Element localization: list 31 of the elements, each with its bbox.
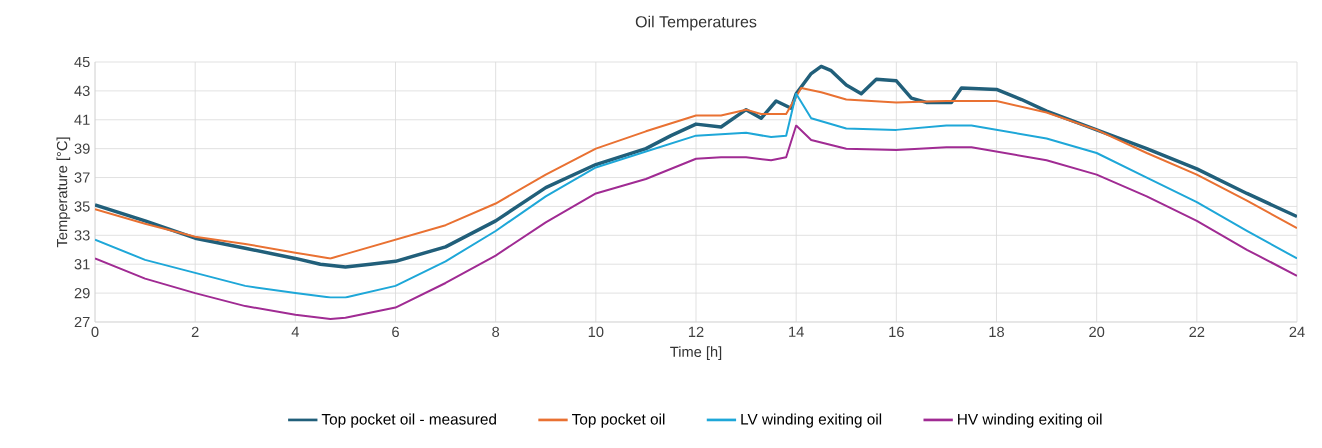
y-tick-label: 35	[74, 201, 90, 212]
y-tick-label: 31	[74, 259, 90, 270]
y-tick-label: 45	[74, 56, 90, 68]
legend-label: LV winding exiting oil	[741, 413, 882, 428]
y-tick-label: 41	[74, 114, 90, 125]
x-tick-label: 24	[1289, 326, 1305, 337]
x-tick-label: 12	[688, 326, 704, 337]
y-tick-label: 29	[74, 287, 90, 299]
x-tick-label: 8	[492, 326, 500, 338]
legend-label: HV winding exiting oil	[958, 413, 1102, 428]
x-tick-label: 14	[789, 326, 804, 337]
x-tick-label: 22	[1189, 326, 1205, 337]
line-series	[95, 64, 1297, 269]
x-tick-label: 0	[91, 326, 99, 338]
x-tick-label: 4	[291, 326, 299, 337]
y-tick-label: 33	[74, 230, 90, 241]
legend-label: Top pocket oil - measured	[321, 413, 496, 428]
x-tick-label: 20	[1089, 326, 1105, 338]
x-tick-label: 6	[392, 326, 399, 338]
x-tick-label: 18	[989, 326, 1004, 338]
x-tick-label: 16	[889, 326, 904, 338]
y-tick-label: 39	[74, 143, 90, 154]
y-axis-title: Temperature [°C]	[56, 137, 71, 248]
x-tick-label: 2	[191, 326, 199, 337]
y-tick-label: 43	[74, 85, 90, 97]
chart-title: Oil Temperatures	[635, 15, 757, 31]
legend-label: Top pocket oil	[572, 413, 665, 428]
y-tick-label: 27	[74, 316, 90, 328]
x-tick-label: 10	[588, 326, 604, 338]
x-axis-title: Time [h]	[670, 346, 722, 360]
y-tick-label: 37	[74, 172, 90, 183]
